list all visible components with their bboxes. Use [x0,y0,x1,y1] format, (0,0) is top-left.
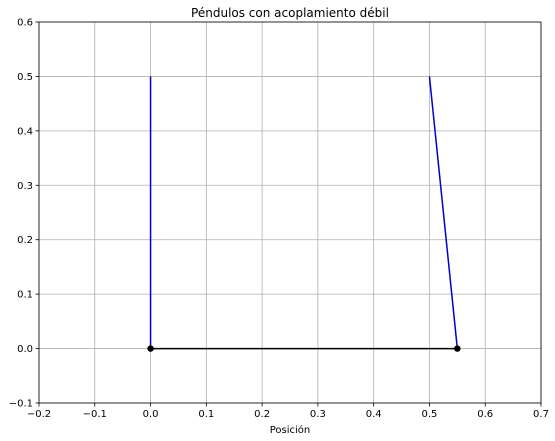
x-tick-label: 0.1 [198,409,214,420]
ticks: −0.2 −0.1 0.0 0.1 0.2 0.3 0.4 0.5 0.6 0.7−0.10.00… [9,18,549,421]
plot-frame [38,21,542,404]
x-tick-label: 0.6 [477,409,493,420]
coupling-spring-point [454,345,461,352]
coupling-spring-point [147,345,154,352]
x-tick-label: 0.0 [143,409,159,420]
x-tick-label: 0.7 [533,409,549,420]
x-tick-label: −0.2 [27,409,51,420]
series-layer [147,76,461,352]
x-axis-label: Posición [270,424,311,436]
y-tick-label: −0.1 [9,399,33,410]
y-tick-label: 0.3 [17,181,33,192]
y-tick-label: 0.5 [17,72,33,83]
x-tick-label: −0.1 [83,409,107,420]
chart-title: Péndulos con acoplamiento débil [191,6,389,20]
y-tick-label: 0.2 [17,235,33,246]
x-tick-label: 0.2 [254,409,270,420]
y-tick-label: 0.6 [17,18,33,29]
pendulum-rod-2-line [428,76,459,349]
y-tick-label: 0.0 [17,344,33,355]
x-tick-label: 0.4 [366,409,382,420]
y-tick-label: 0.4 [17,126,33,137]
x-tick-label: 0.3 [310,409,326,420]
y-tick-label: 0.1 [17,290,33,301]
x-tick-label: 0.5 [421,409,437,420]
